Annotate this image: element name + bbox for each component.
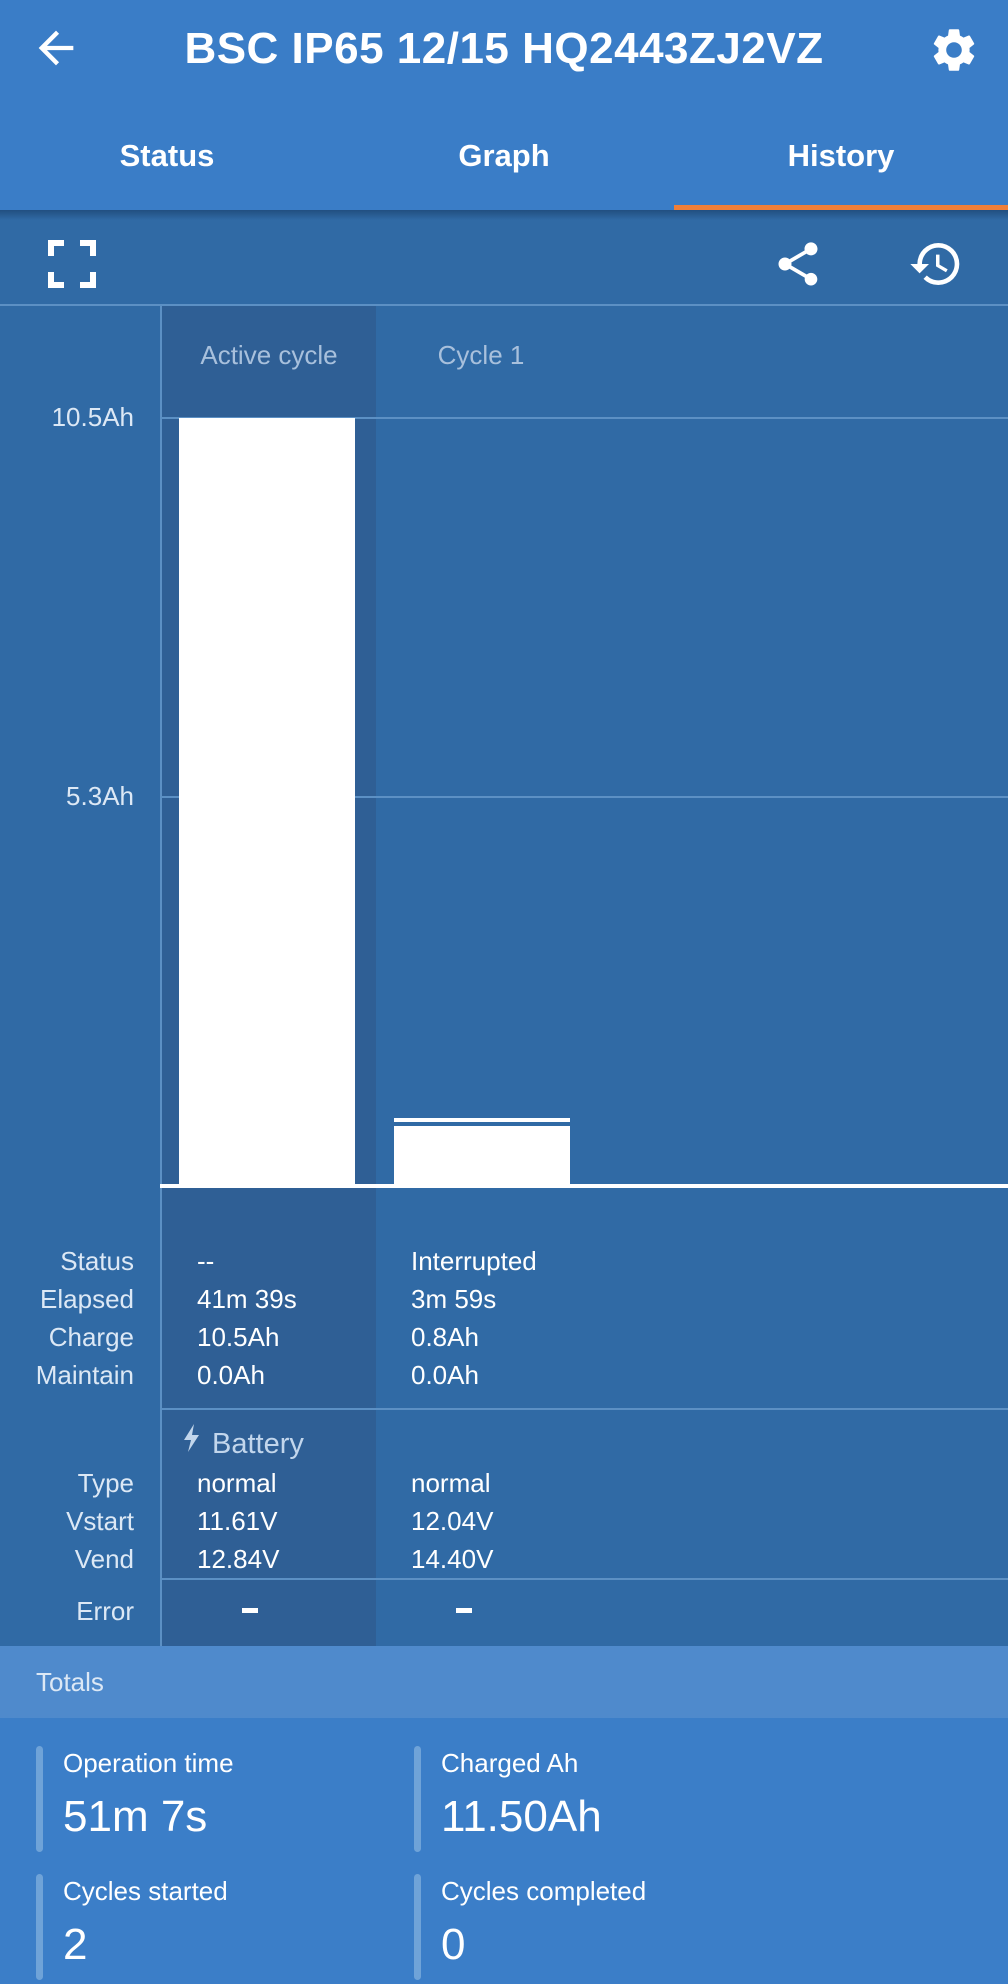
history-icon[interactable] — [908, 236, 964, 292]
cycles-completed-value: 0 — [441, 1920, 466, 1969]
row-label-charge: Charge — [48, 1322, 134, 1352]
active-cycle-vstart: 11.61V — [197, 1506, 278, 1536]
row-label-maintain: Maintain — [35, 1360, 134, 1390]
active-cycle-error-dash — [242, 1608, 258, 1613]
bar-cycle-1-cap — [394, 1117, 570, 1122]
row-label-vend: Vend — [74, 1544, 134, 1574]
y-axis-line — [160, 306, 162, 1646]
category-label-active-cycle[interactable]: Active cycle — [200, 340, 338, 370]
stat-accent-bar — [36, 1746, 43, 1852]
bar-active-cycle[interactable] — [179, 418, 355, 1184]
page-title: BSC IP65 12/15 HQ2443ZJ2VZ — [184, 24, 824, 73]
row-label-vstart: Vstart — [66, 1506, 134, 1536]
charged-ah-label: Charged Ah — [441, 1748, 579, 1778]
active-cycle-elapsed: 41m 39s — [197, 1284, 297, 1314]
category-label-cycle-1[interactable]: Cycle 1 — [437, 340, 525, 370]
operation-time-value: 51m 7s — [63, 1792, 208, 1841]
app-bar-shadow — [0, 210, 1008, 220]
active-cycle-status: -- — [197, 1246, 215, 1276]
active-cycle-maintain: 0.0Ah — [197, 1360, 265, 1390]
totals-heading: Totals — [36, 1667, 104, 1697]
tab-indicator — [674, 205, 1008, 210]
y-tick-label: 5.3Ah — [66, 781, 134, 812]
cycle-1-charge: 0.8Ah — [411, 1322, 479, 1352]
x-axis-baseline — [160, 1184, 1008, 1188]
row-label-error: Error — [76, 1596, 134, 1626]
stat-accent-bar — [414, 1746, 421, 1852]
stat-accent-bar — [414, 1874, 421, 1980]
share-icon[interactable] — [772, 238, 824, 290]
gridline — [162, 796, 1008, 799]
tab-status[interactable]: Status — [119, 138, 215, 173]
section-divider — [162, 1408, 1008, 1410]
toolbar-divider — [0, 304, 1008, 306]
row-label-status: Status — [60, 1246, 134, 1276]
battery-heading: Battery — [212, 1428, 304, 1460]
totals-header — [0, 1646, 1008, 1718]
y-tick-label: 10.5Ah — [51, 402, 134, 432]
fullscreen-icon[interactable] — [48, 240, 96, 288]
active-cycle-charge: 10.5Ah — [197, 1322, 280, 1352]
section-divider — [162, 1578, 1008, 1580]
operation-time-label: Operation time — [63, 1748, 234, 1778]
cycle-1-vend: 14.40V — [411, 1544, 494, 1574]
cycle-1-vstart: 12.04V — [411, 1506, 494, 1536]
stat-accent-bar — [36, 1874, 43, 1980]
tab-graph[interactable]: Graph — [458, 138, 550, 173]
bar-cycle-1[interactable] — [394, 1125, 570, 1184]
cycles-started-value: 2 — [63, 1920, 88, 1969]
row-label-elapsed: Elapsed — [40, 1284, 134, 1314]
gridline — [162, 417, 1008, 419]
cycle-1-elapsed: 3m 59s — [411, 1284, 497, 1314]
app-bar — [0, 0, 1008, 210]
charged-ah-value: 11.50Ah — [441, 1792, 602, 1841]
row-label-type: Type — [77, 1468, 134, 1498]
bolt-icon — [182, 1424, 202, 1452]
cycle-1-type: normal — [411, 1468, 491, 1498]
active-cycle-vend: 12.84V — [197, 1544, 280, 1574]
cycle-1-maintain: 0.0Ah — [411, 1360, 479, 1390]
tab-history[interactable]: History — [787, 138, 895, 173]
cycles-started-label: Cycles started — [63, 1876, 228, 1906]
cycle-1-error-dash — [456, 1608, 472, 1613]
active-cycle-type: normal — [197, 1468, 277, 1498]
gear-icon[interactable] — [928, 24, 980, 76]
arrow-left-icon[interactable] — [30, 22, 82, 74]
totals-panel — [0, 1718, 1008, 1984]
cycles-completed-label: Cycles completed — [441, 1876, 647, 1906]
cycle-1-status: Interrupted — [411, 1246, 537, 1276]
